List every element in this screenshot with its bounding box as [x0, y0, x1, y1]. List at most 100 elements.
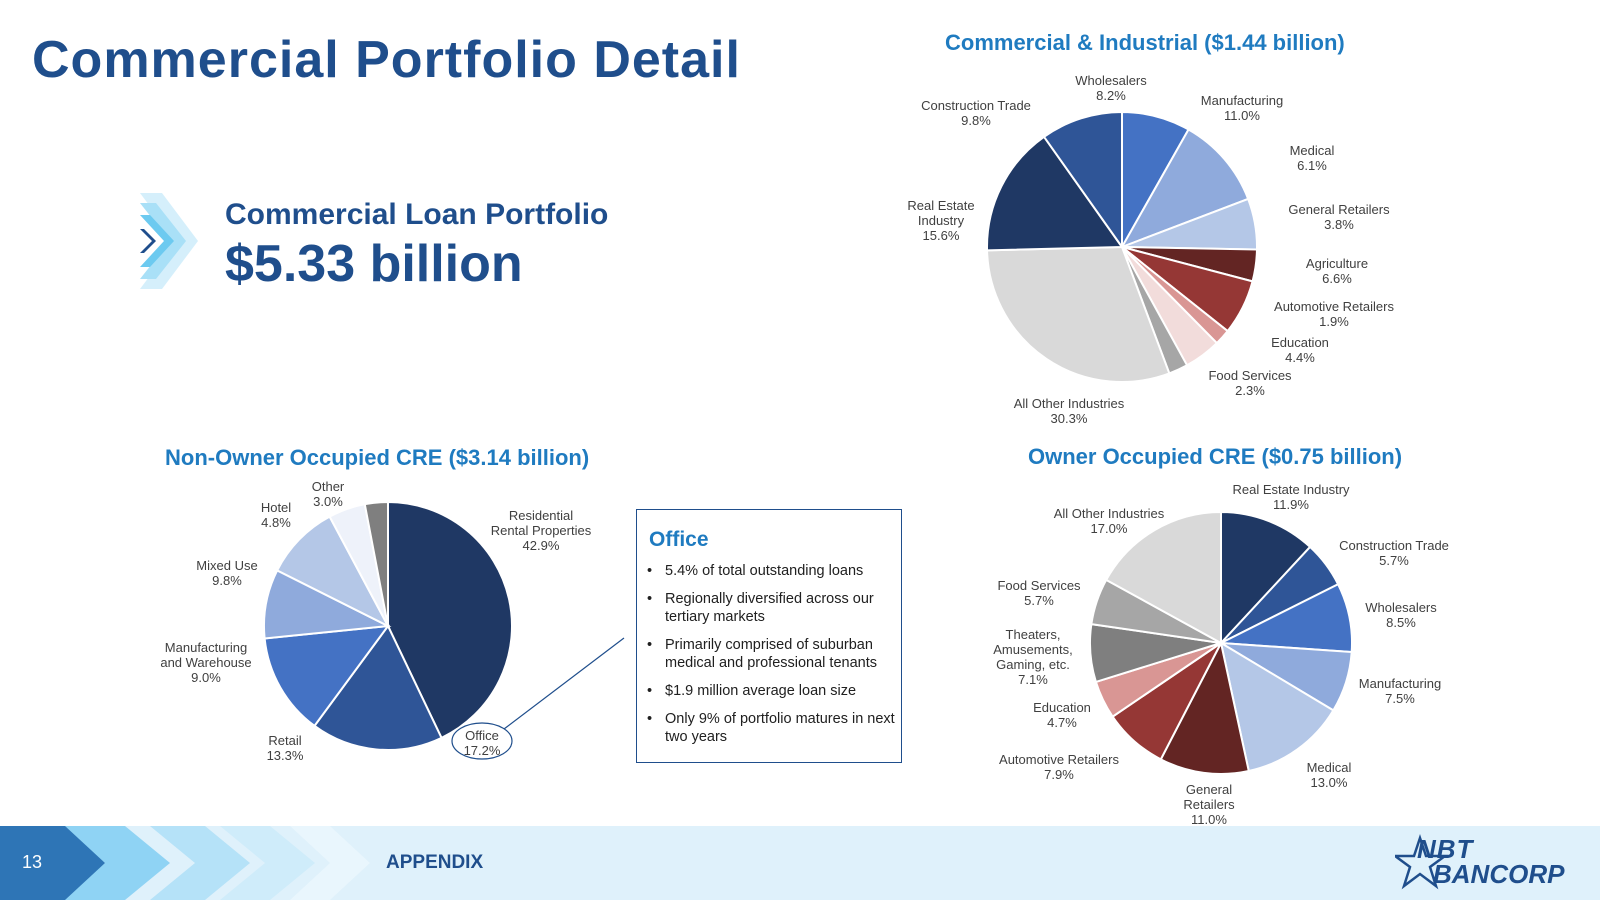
- data-label-mixed-use: Mixed Use 9.8%: [196, 558, 257, 588]
- data-label-name-line: Education: [1271, 335, 1329, 350]
- data-label-education: Education 4.7%: [1033, 700, 1091, 730]
- data-label-value: 15.6%: [922, 228, 960, 243]
- data-label-name-line: Automotive Retailers: [999, 752, 1119, 767]
- portfolio-amount: $5.33 billion: [225, 235, 523, 293]
- data-label-name-line: Construction Trade: [921, 98, 1031, 113]
- data-label-name-line: Manufacturing: [1200, 93, 1284, 108]
- data-label-name-line: Medical: [1306, 760, 1352, 775]
- data-label-name-line: Residential: [508, 508, 574, 523]
- data-label-value: 1.9%: [1319, 314, 1349, 329]
- office-bullet: $1.9 million average loan size: [647, 682, 901, 700]
- logo-line-1: NBT: [1417, 834, 1474, 864]
- data-label-value: 6.6%: [1322, 271, 1352, 286]
- pie-slice-other: [363, 500, 389, 627]
- data-label-name-line: Office: [465, 728, 499, 743]
- office-info-box: Office 5.4% of total outstanding loans R…: [636, 509, 902, 763]
- data-label-name-line: Wholesalers: [1365, 600, 1437, 615]
- data-label-retail: Retail 13.3%: [267, 733, 304, 763]
- pie-slice-retail: [263, 624, 391, 728]
- data-label-hotel: Hotel 4.8%: [261, 500, 291, 530]
- page-title: Commercial Portfolio Detail: [32, 31, 741, 89]
- data-label-all-other-industries: All Other Industries 30.3%: [1014, 396, 1125, 426]
- data-label-value: 42.9%: [522, 538, 560, 553]
- pie-slice-medical: [1219, 640, 1335, 773]
- data-label-automotive-retailers: Automotive Retailers 7.9%: [999, 752, 1119, 782]
- footer-chevrons-icon: [0, 826, 370, 900]
- data-label-name-line: Automotive Retailers: [1274, 299, 1394, 314]
- logo-line-2: BANCORP: [1433, 859, 1565, 889]
- data-label-medical: Medical 6.1%: [1290, 143, 1335, 173]
- data-label-food-services: Food Services 2.3%: [1208, 368, 1291, 398]
- data-label-construction-trade: Construction Trade 5.7%: [1339, 538, 1449, 568]
- data-label-name-line: Hotel: [260, 500, 292, 515]
- office-bullet-list: 5.4% of total outstanding loans Regional…: [645, 562, 901, 756]
- data-label-name-line: Food Services: [997, 578, 1081, 593]
- data-label-medical: Medical 13.0%: [1307, 760, 1352, 790]
- pie-slice-mixed-use: [275, 515, 391, 629]
- data-label-name-line: Theaters,: [1005, 627, 1061, 642]
- data-label-name-line: Industry: [917, 213, 965, 228]
- data-label-name-line: Mixed Use: [196, 558, 258, 573]
- data-label-value: 17.0%: [1090, 521, 1128, 536]
- data-label-real-estate-industry: Real Estate Industry 11.9%: [1232, 482, 1349, 512]
- data-label-value: 11.0%: [1224, 108, 1260, 123]
- data-label-value: 7.1%: [1018, 672, 1048, 687]
- company-logo: NBT BANCORP: [1395, 834, 1585, 894]
- data-label-value: 17.2%: [463, 743, 501, 758]
- data-label-name-line: Real Estate Industry: [1232, 482, 1350, 497]
- data-label-value: 9.8%: [961, 113, 991, 128]
- data-label-value: 13.0%: [1310, 775, 1348, 790]
- page-number: 13: [22, 852, 43, 872]
- data-label-value: 4.4%: [1285, 350, 1315, 365]
- data-label-name-line: Education: [1033, 700, 1091, 715]
- data-label-value: 8.2%: [1096, 88, 1126, 103]
- data-label-value: 3.0%: [313, 494, 343, 509]
- data-label-other: Other 3.0%: [312, 479, 345, 509]
- data-label-name-line: Manufacturing: [164, 640, 248, 655]
- data-label-name-line: Real Estate: [907, 198, 975, 213]
- data-label-value: 2.3%: [1235, 383, 1265, 398]
- office-bullet: Only 9% of portfolio matures in next two…: [647, 710, 901, 746]
- data-label-construction-trade: Construction Trade 9.8%: [921, 98, 1031, 128]
- pie-slice-real-estate-industry: [1220, 510, 1312, 646]
- pie-slice-office: [313, 624, 443, 751]
- logo-star-icon: [1395, 834, 1449, 890]
- office-bullet: Primarily comprised of suburban medical …: [647, 636, 901, 672]
- data-label-name-line: Amusements,: [993, 642, 1073, 657]
- data-label-name-line: All Other Industries: [1013, 396, 1125, 411]
- data-label-residential-rental-properties: Residential Rental Properties 42.9%: [491, 508, 591, 553]
- pie-slice-construction-trade: [1042, 110, 1123, 251]
- data-label-name-line: Wholesalers: [1075, 73, 1147, 88]
- data-label-real-estate-industry: Real Estate Industry 15.6%: [907, 198, 974, 243]
- data-label-value: 7.5%: [1385, 691, 1415, 706]
- data-label-name-line: Gaming, etc.: [996, 657, 1070, 672]
- data-label-education: Education 4.4%: [1271, 335, 1329, 365]
- data-label-all-other-industries: All Other Industries 17.0%: [1054, 506, 1165, 536]
- data-label-name-line: Food Services: [1208, 368, 1292, 383]
- data-label-value: 11.0%: [1191, 812, 1227, 827]
- data-label-name-line: Manufacturing: [1358, 676, 1442, 691]
- data-label-value: 9.8%: [212, 573, 242, 588]
- data-label-name-line: General Retailers: [1288, 202, 1390, 217]
- data-label-office: Office 17.2%: [464, 728, 501, 758]
- data-label-manufacturing-and-warehouse: Manufacturing and Warehouse 9.0%: [160, 640, 251, 685]
- chart-title-noo-cre: Non-Owner Occupied CRE ($3.14 billion): [165, 445, 590, 470]
- data-label-value: 11.9%: [1273, 497, 1309, 512]
- data-label-value: 5.7%: [1024, 593, 1054, 608]
- chart-title-oo-cre: Owner Occupied CRE ($0.75 billion): [1028, 444, 1403, 469]
- chevron-decoration-icon: [140, 193, 198, 289]
- chart-title-ci: Commercial & Industrial ($1.44 billion): [945, 30, 1345, 55]
- section-label: APPENDIX: [386, 852, 484, 873]
- data-label-general-retailers: General Retailers 11.0%: [1183, 782, 1234, 827]
- data-label-value: 5.7%: [1379, 553, 1409, 568]
- data-label-theaters-amusements-gaming-etc: Theaters, Amusements, Gaming, etc. 7.1%: [993, 627, 1072, 687]
- data-label-value: 8.5%: [1386, 615, 1416, 630]
- pie-slice-manufacturing: [1119, 128, 1250, 249]
- data-label-name-line: Medical: [1289, 143, 1335, 158]
- data-label-general-retailers: General Retailers 3.8%: [1288, 202, 1389, 232]
- data-label-value: 3.8%: [1324, 217, 1354, 232]
- data-label-name-line: Construction Trade: [1339, 538, 1449, 553]
